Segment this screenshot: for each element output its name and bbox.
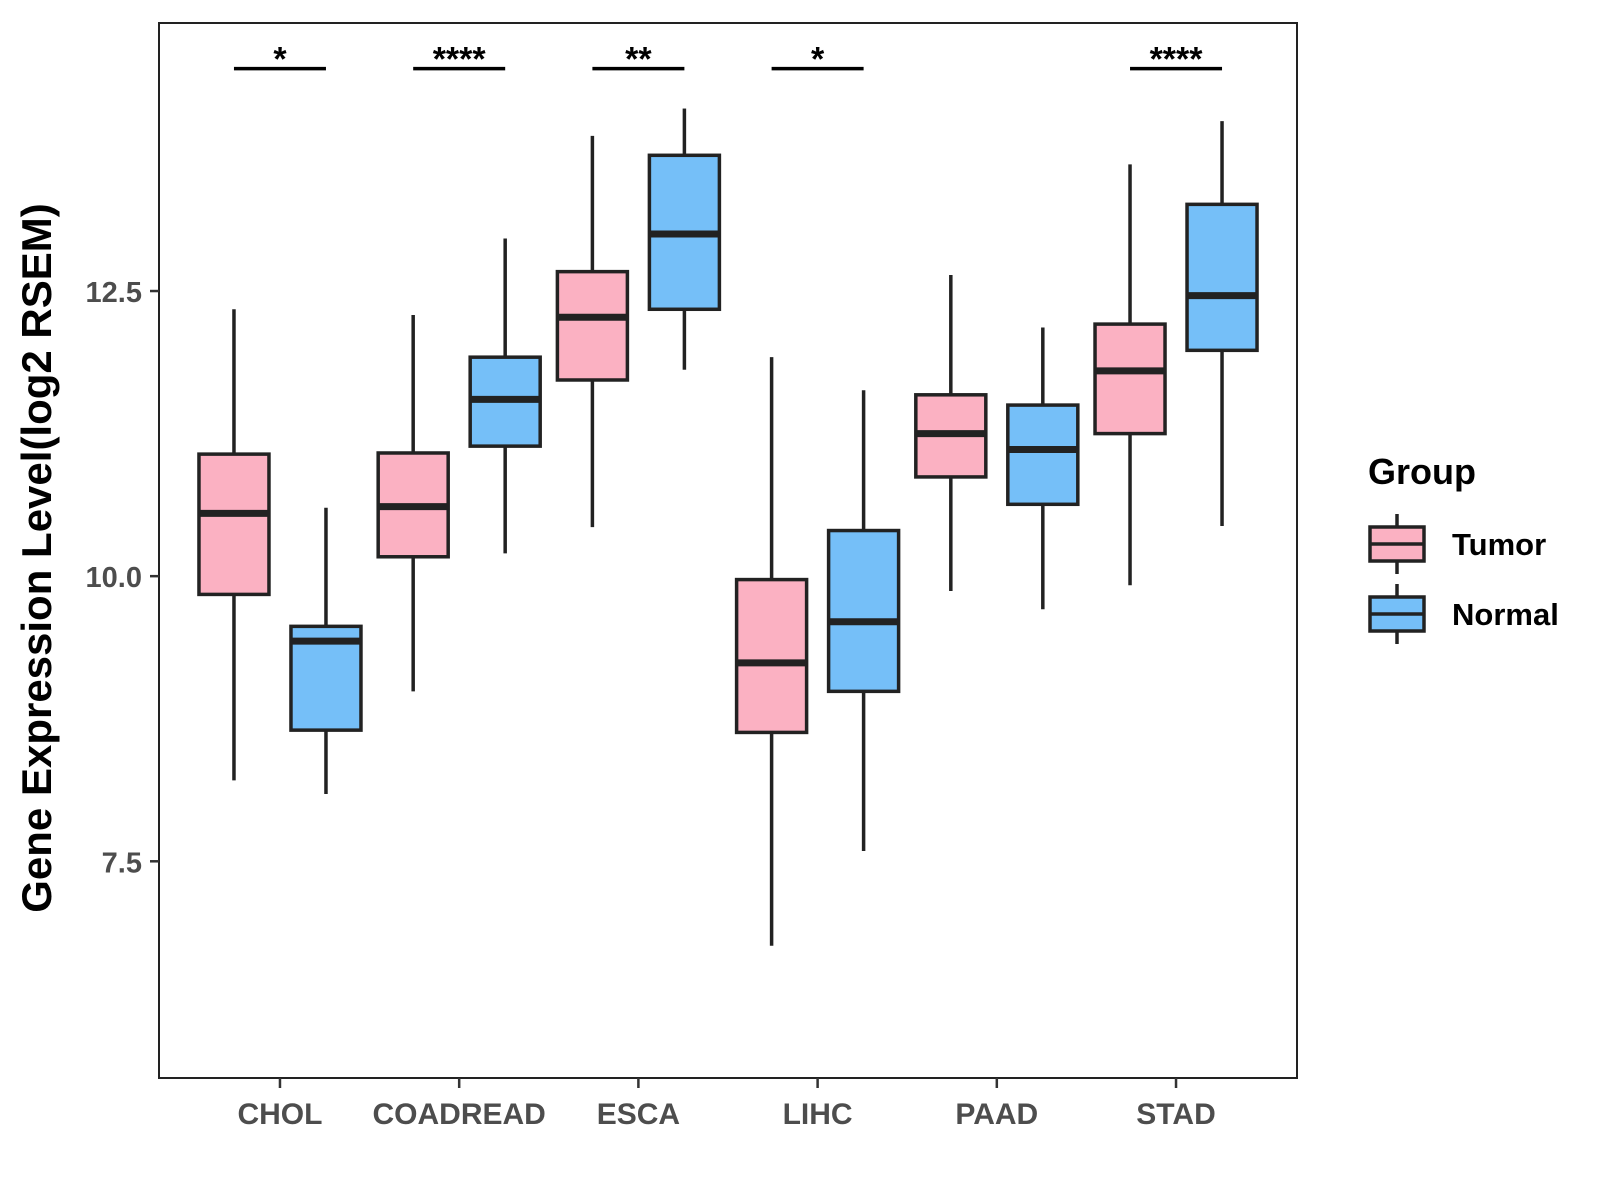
box-normal-stad — [1185, 202, 1259, 353]
y-tick-label: 10.0 — [86, 562, 142, 594]
y-tick-label: 12.5 — [86, 277, 142, 309]
significance-label-stad: **** — [1150, 41, 1204, 79]
box-tumor-chol — [197, 452, 271, 597]
y-axis-title: Gene Expression Level(log2 RSEM) — [13, 203, 60, 913]
legend: Group Tumor Normal — [1368, 451, 1559, 644]
significance-label-lihc: * — [811, 41, 825, 79]
box-normal-paad — [1006, 403, 1080, 507]
x-tick-label-chol: CHOL — [237, 1098, 322, 1131]
legend-item-tumor: Tumor — [1368, 514, 1546, 574]
panel-border — [158, 22, 1298, 1079]
x-tick-label-paad: PAAD — [955, 1098, 1038, 1131]
axes: 7.5 10.0 12.5 CHOL COADREAD ESCA LIHC PAAD STAD — [86, 22, 1298, 1131]
x-tick-label-coadread: COADREAD — [373, 1098, 546, 1131]
plot-area: * **** ** * **** — [197, 41, 1259, 946]
significance-label-coadread: **** — [433, 41, 487, 79]
x-tick-label-stad: STAD — [1136, 1098, 1215, 1131]
legend-label-tumor: Tumor — [1452, 527, 1546, 562]
legend-title: Group — [1368, 451, 1476, 492]
y-tick-label: 7.5 — [102, 847, 142, 879]
legend-item-normal: Normal — [1368, 584, 1559, 644]
significance-label-esca: ** — [625, 41, 652, 79]
x-tick-label-esca: ESCA — [597, 1098, 680, 1131]
significance-label-chol: * — [273, 41, 287, 79]
box-normal-lihc — [826, 528, 901, 694]
box-tumor-lihc — [734, 577, 809, 735]
box-tumor-stad — [1093, 322, 1167, 436]
significance-annotations: * **** ** * **** — [233, 41, 1223, 79]
box-tumor-esca — [555, 269, 630, 382]
x-tick-label-lihc: LIHC — [783, 1098, 853, 1131]
series-normal — [289, 108, 1259, 852]
series-tumor — [197, 135, 1167, 946]
legend-label-normal: Normal — [1452, 597, 1559, 632]
